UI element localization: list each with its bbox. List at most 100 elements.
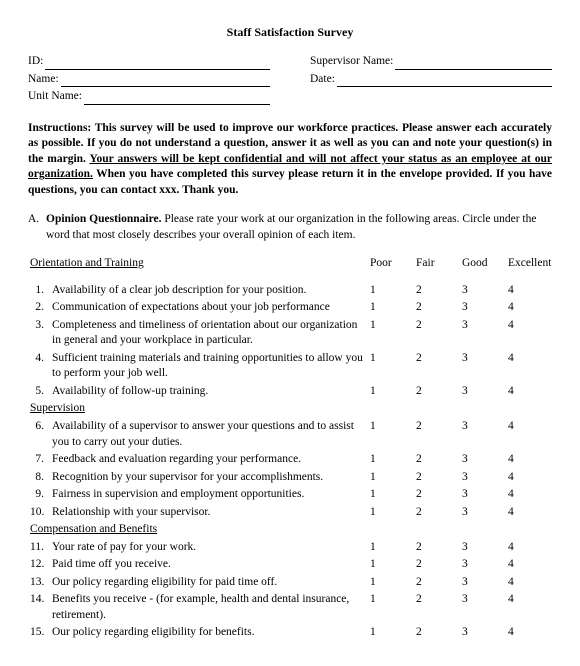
table-row: 12.Paid time off you receive.1234 (28, 556, 552, 574)
scale-good: Good (460, 255, 506, 282)
table-row: 1.Availability of a clear job descriptio… (28, 282, 552, 300)
rating-2[interactable]: 2 (414, 383, 460, 401)
rating-1[interactable]: 1 (368, 350, 414, 383)
rating-4[interactable]: 4 (506, 282, 552, 300)
table-row: 8.Recognition by your supervisor for you… (28, 469, 552, 487)
rating-2[interactable]: 2 (414, 451, 460, 469)
rating-2[interactable]: 2 (414, 574, 460, 592)
rating-1[interactable]: 1 (368, 451, 414, 469)
rating-1[interactable]: 1 (368, 591, 414, 624)
rating-2[interactable]: 2 (414, 556, 460, 574)
rating-1[interactable]: 1 (368, 574, 414, 592)
supervisor-label: Supervisor Name: (310, 54, 393, 70)
header-fields: ID: Name: Unit Name: Supervisor Name: Da… (28, 54, 552, 107)
rating-2[interactable]: 2 (414, 299, 460, 317)
page-title: Staff Satisfaction Survey (28, 24, 552, 40)
name-field[interactable]: Name: (28, 72, 270, 88)
rating-header-row: Orientation and Training Poor Fair Good … (28, 255, 552, 282)
rating-3[interactable]: 3 (460, 556, 506, 574)
rating-3[interactable]: 3 (460, 317, 506, 350)
section-a-letter: A. (28, 212, 46, 243)
rating-3[interactable]: 3 (460, 451, 506, 469)
rating-4[interactable]: 4 (506, 383, 552, 401)
supervisor-field[interactable]: Supervisor Name: (310, 54, 552, 70)
rating-4[interactable]: 4 (506, 486, 552, 504)
rating-2[interactable]: 2 (414, 539, 460, 557)
rating-4[interactable]: 4 (506, 504, 552, 522)
name-input[interactable] (61, 75, 270, 87)
instructions: Instructions: This survey will be used t… (28, 121, 552, 199)
rating-1[interactable]: 1 (368, 469, 414, 487)
rating-3[interactable]: 3 (460, 383, 506, 401)
rating-2[interactable]: 2 (414, 469, 460, 487)
table-row: 2.Communication of expectations about yo… (28, 299, 552, 317)
rating-2[interactable]: 2 (414, 504, 460, 522)
rating-4[interactable]: 4 (506, 350, 552, 383)
unit-input[interactable] (84, 93, 270, 105)
scale-poor: Poor (368, 255, 414, 282)
rating-2[interactable]: 2 (414, 282, 460, 300)
rating-1[interactable]: 1 (368, 624, 414, 642)
supervisor-input[interactable] (395, 58, 552, 70)
scale-fair: Fair (414, 255, 460, 282)
rating-4[interactable]: 4 (506, 539, 552, 557)
rating-4[interactable]: 4 (506, 317, 552, 350)
rating-2[interactable]: 2 (414, 418, 460, 451)
section-a: A. Opinion Questionnaire. Please rate yo… (28, 212, 552, 243)
rating-1[interactable]: 1 (368, 556, 414, 574)
table-row: 6.Availability of a supervisor to answer… (28, 418, 552, 451)
rating-3[interactable]: 3 (460, 418, 506, 451)
rating-3[interactable]: 3 (460, 469, 506, 487)
rating-3[interactable]: 3 (460, 591, 506, 624)
rating-2[interactable]: 2 (414, 591, 460, 624)
id-field[interactable]: ID: (28, 54, 270, 70)
rating-1[interactable]: 1 (368, 486, 414, 504)
rating-4[interactable]: 4 (506, 418, 552, 451)
rating-4[interactable]: 4 (506, 299, 552, 317)
rating-1[interactable]: 1 (368, 418, 414, 451)
rating-1[interactable]: 1 (368, 539, 414, 557)
group-row: Supervision (28, 400, 552, 418)
rating-4[interactable]: 4 (506, 469, 552, 487)
table-row: 7.Feedback and evaluation regarding your… (28, 451, 552, 469)
rating-4[interactable]: 4 (506, 624, 552, 642)
rating-3[interactable]: 3 (460, 539, 506, 557)
date-label: Date: (310, 72, 335, 88)
table-row: 5.Availability of follow-up training.123… (28, 383, 552, 401)
rating-3[interactable]: 3 (460, 574, 506, 592)
table-row: 4.Sufficient training materials and trai… (28, 350, 552, 383)
rating-4[interactable]: 4 (506, 574, 552, 592)
rating-1[interactable]: 1 (368, 299, 414, 317)
rating-4[interactable]: 4 (506, 556, 552, 574)
rating-4[interactable]: 4 (506, 591, 552, 624)
rating-3[interactable]: 3 (460, 486, 506, 504)
table-row: 14.Benefits you receive - (for example, … (28, 591, 552, 624)
instructions-p2: When you have completed this survey plea… (28, 168, 552, 196)
unit-label: Unit Name: (28, 89, 82, 105)
date-field[interactable]: Date: (310, 72, 552, 88)
rating-1[interactable]: 1 (368, 504, 414, 522)
group-orientation: Orientation and Training (30, 257, 144, 269)
rating-2[interactable]: 2 (414, 350, 460, 383)
rating-2[interactable]: 2 (414, 317, 460, 350)
section-a-title: Opinion Questionnaire. (46, 213, 161, 225)
rating-1[interactable]: 1 (368, 383, 414, 401)
rating-4[interactable]: 4 (506, 451, 552, 469)
scale-excellent: Excellent (506, 255, 552, 282)
rating-3[interactable]: 3 (460, 350, 506, 383)
rating-3[interactable]: 3 (460, 299, 506, 317)
table-row: 11.Your rate of pay for your work.1234 (28, 539, 552, 557)
rating-1[interactable]: 1 (368, 282, 414, 300)
rating-3[interactable]: 3 (460, 504, 506, 522)
rating-2[interactable]: 2 (414, 486, 460, 504)
rating-3[interactable]: 3 (460, 624, 506, 642)
rating-3[interactable]: 3 (460, 282, 506, 300)
table-row: 3.Completeness and timeliness of orienta… (28, 317, 552, 350)
unit-field[interactable]: Unit Name: (28, 89, 270, 105)
rating-1[interactable]: 1 (368, 317, 414, 350)
date-input[interactable] (337, 75, 552, 87)
rating-2[interactable]: 2 (414, 624, 460, 642)
group-supervision: Supervision (30, 402, 85, 414)
id-input[interactable] (45, 58, 270, 70)
table-row: 10.Relationship with your supervisor.123… (28, 504, 552, 522)
